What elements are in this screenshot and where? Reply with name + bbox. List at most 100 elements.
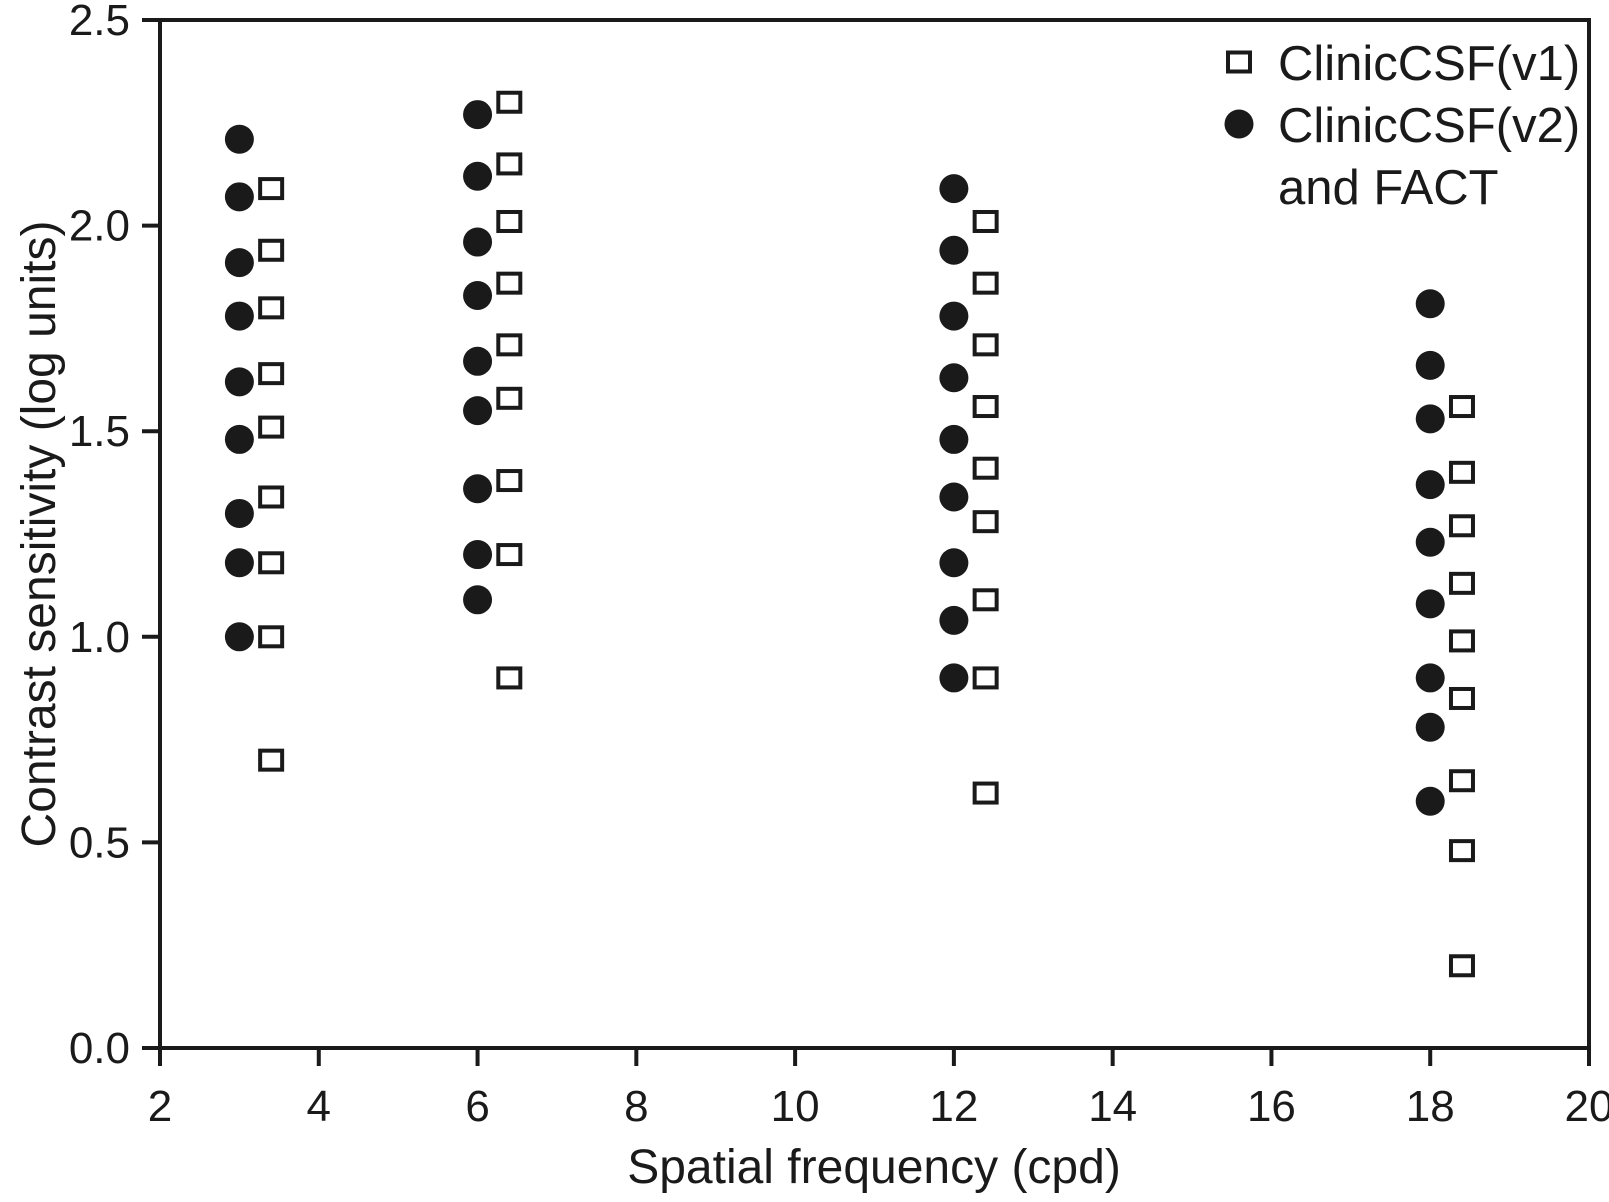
data-point-filled-circle [224, 124, 254, 154]
data-point-open-square [1448, 514, 1475, 538]
data-point-open-square [1448, 571, 1475, 595]
data-point-open-square [1448, 686, 1475, 710]
y-tick-label: 1.5 [69, 407, 130, 456]
y-axis-title: Contrast sensitivity (log units) [13, 221, 66, 848]
data-point-open-square [258, 177, 285, 201]
data-point-filled-circle [463, 540, 493, 570]
data-point-filled-circle [939, 663, 969, 693]
data-point-filled-circle [1415, 289, 1445, 319]
data-point-filled-circle [939, 605, 969, 635]
data-point-filled-circle [939, 235, 969, 265]
legend-label: and FACT [1278, 161, 1499, 215]
data-point-filled-circle [224, 367, 254, 397]
data-point-open-square [496, 271, 523, 295]
data-point-filled-circle [939, 174, 969, 204]
data-points-cliniccsf-v2-and-fact [224, 100, 1445, 816]
data-point-filled-circle [1415, 470, 1445, 500]
data-point-open-square [496, 333, 523, 357]
legend-open-square-marker [1226, 50, 1252, 74]
data-point-open-square [496, 386, 523, 410]
data-point-filled-circle [1415, 404, 1445, 434]
data-point-filled-circle [224, 248, 254, 278]
y-tick-label: 2.0 [69, 202, 130, 251]
x-tick-label: 6 [465, 1082, 489, 1131]
data-point-open-square [1448, 460, 1475, 484]
data-point-filled-circle [224, 622, 254, 652]
x-tick-label: 20 [1565, 1082, 1609, 1131]
data-point-open-square [258, 238, 285, 262]
data-point-open-square [1448, 954, 1475, 978]
data-point-open-square [972, 666, 999, 690]
data-point-filled-circle [939, 363, 969, 393]
data-point-open-square [972, 209, 999, 233]
x-tick-label: 18 [1406, 1082, 1455, 1131]
x-tick-labels: 2 4 6 8 10 12 14 16 18 20 [148, 1082, 1609, 1131]
data-point-open-square [1448, 629, 1475, 653]
x-tick-label: 16 [1247, 1082, 1296, 1131]
data-point-open-square [258, 296, 285, 320]
data-point-open-square [258, 485, 285, 509]
data-point-open-square [972, 333, 999, 357]
legend-label: ClinicCSF(v1) [1278, 37, 1580, 91]
data-point-filled-circle [463, 396, 493, 426]
y-tick-label: 1.0 [69, 613, 130, 662]
x-tick-label: 4 [307, 1082, 331, 1131]
data-point-open-square [972, 781, 999, 805]
data-point-filled-circle [939, 301, 969, 331]
data-point-open-square [258, 551, 285, 575]
data-point-filled-circle [224, 301, 254, 331]
x-tick-label: 14 [1088, 1082, 1137, 1131]
data-point-filled-circle [463, 585, 493, 615]
data-point-open-square [258, 748, 285, 772]
y-tick-label: 0.5 [69, 818, 130, 867]
data-point-open-square [496, 90, 523, 114]
data-point-filled-circle [224, 424, 254, 454]
y-tick-label: 0.0 [69, 1024, 130, 1073]
data-point-filled-circle [463, 346, 493, 376]
data-point-open-square [1448, 395, 1475, 419]
plot-border [158, 18, 1591, 1050]
data-point-open-square [258, 362, 285, 386]
data-point-open-square [258, 415, 285, 439]
x-axis-title: Spatial frequency (cpd) [627, 1141, 1121, 1194]
data-point-filled-circle [463, 161, 493, 191]
data-point-filled-circle [1415, 589, 1445, 619]
data-point-open-square [496, 543, 523, 567]
legend-label: ClinicCSF(v2) [1278, 99, 1580, 153]
data-point-open-square [972, 510, 999, 534]
data-point-open-square [496, 666, 523, 690]
data-point-open-square [972, 395, 999, 419]
data-point-open-square [972, 456, 999, 480]
data-point-filled-circle [1415, 712, 1445, 742]
x-tick-label: 8 [624, 1082, 648, 1131]
data-point-filled-circle [224, 548, 254, 578]
data-point-filled-circle [1415, 786, 1445, 816]
data-point-open-square [258, 625, 285, 649]
data-point-open-square [496, 469, 523, 493]
data-point-open-square [496, 152, 523, 176]
data-point-filled-circle [224, 498, 254, 528]
y-tick-label: 2.5 [69, 0, 130, 45]
data-point-open-square [496, 209, 523, 233]
data-point-filled-circle [224, 182, 254, 212]
data-points-cliniccsf-v1 [258, 90, 1475, 978]
data-point-filled-circle [1415, 527, 1445, 557]
data-points [224, 90, 1475, 978]
data-point-open-square [972, 271, 999, 295]
data-point-open-square [1448, 839, 1475, 863]
data-point-filled-circle [939, 424, 969, 454]
data-point-filled-circle [939, 548, 969, 578]
data-point-open-square [1448, 769, 1475, 793]
data-point-filled-circle [1415, 350, 1445, 380]
x-tick-label: 2 [148, 1082, 172, 1131]
data-point-filled-circle [463, 100, 493, 130]
y-axis-ticks [142, 18, 160, 1050]
data-point-filled-circle [939, 482, 969, 512]
legend: ClinicCSF(v1) ClinicCSF(v2) and FACT [1224, 37, 1580, 215]
data-point-filled-circle [463, 474, 493, 504]
data-point-filled-circle [463, 227, 493, 257]
x-tick-label: 10 [771, 1082, 820, 1131]
x-axis-ticks [158, 1048, 1591, 1066]
